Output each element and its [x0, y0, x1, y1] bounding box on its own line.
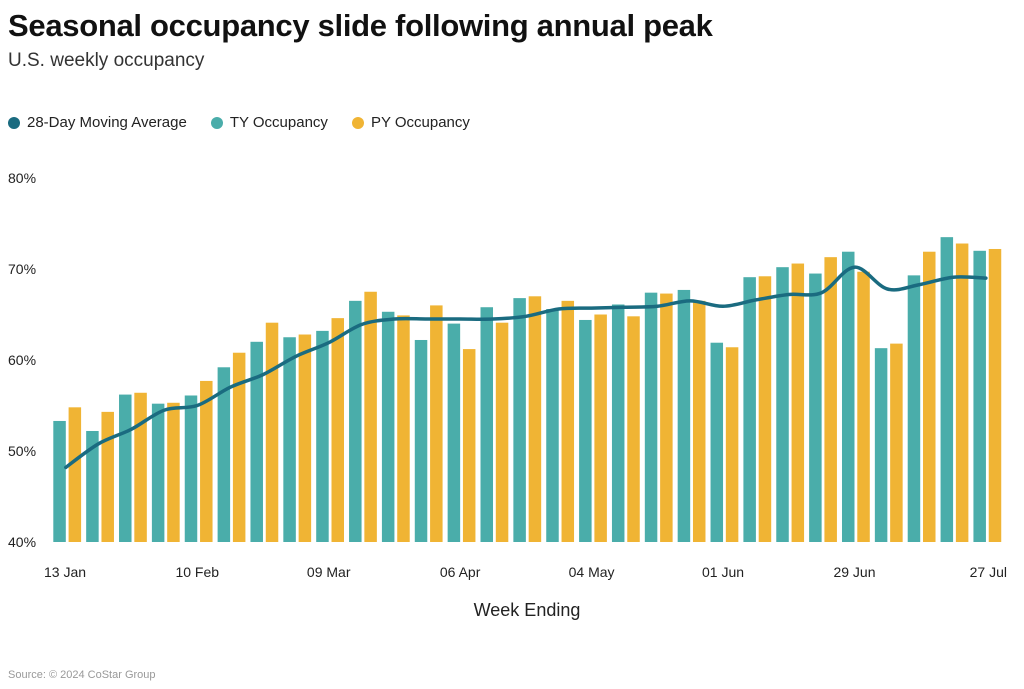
py-occupancy-bar — [758, 276, 772, 542]
ty-occupancy-bar — [611, 304, 625, 542]
py-occupancy-bar — [692, 300, 706, 542]
x-tick-label: 06 Apr — [440, 564, 481, 580]
py-occupancy-bar — [200, 380, 213, 542]
py-occupancy-bar — [167, 402, 180, 542]
py-occupancy-bar — [298, 334, 312, 542]
legend-item-py-occupancy: PY Occupancy — [351, 114, 470, 131]
py-occupancy-bar — [68, 407, 82, 542]
ty-occupancy-bar — [414, 339, 428, 542]
ty-occupancy-bar — [217, 367, 231, 542]
legend-item-ty-occupancy: TY Occupancy — [210, 114, 328, 131]
x-axis: 13 Jan 10 Feb 09 Mar 06 Apr 04 May 01 Jun 29 J… — [44, 564, 1007, 580]
x-tick-label: 29 Jun — [833, 564, 875, 580]
py-occupancy-bar — [988, 248, 1002, 543]
chart-subtitle: U.S. weekly occupancy — [8, 50, 205, 71]
py-occupancy-bar — [134, 392, 147, 542]
moving-average-line — [64, 265, 988, 470]
py-occupancy-bar — [955, 243, 969, 542]
ty-occupancy-bar — [381, 311, 395, 542]
py-occupancy-bar — [923, 251, 936, 542]
bars — [53, 237, 1002, 543]
ty-occupancy-bar — [119, 394, 132, 542]
ty-occupancy-bar — [710, 342, 724, 542]
ty-occupancy-bar — [151, 403, 165, 542]
x-tick-label: 27 Jul — [970, 564, 1007, 580]
chart-legend: 28-Day Moving Average TY Occupancy PY Oc… — [8, 114, 470, 131]
py-occupancy-bar — [430, 305, 443, 542]
py-occupancy-bar — [857, 271, 870, 542]
py-occupancy-bar — [495, 322, 509, 542]
ty-occupancy-bar — [677, 289, 691, 542]
py-occupancy-bar — [265, 322, 279, 542]
ty-occupancy-bar — [841, 251, 855, 542]
ty-occupancy-bar — [513, 298, 526, 542]
py-occupancy-bar — [561, 300, 575, 542]
legend-label-py-occupancy: PY Occupancy — [370, 114, 470, 131]
ty-occupancy-bar — [250, 341, 263, 542]
py-occupancy-bar — [397, 315, 410, 542]
ty-occupancy-bar — [86, 430, 99, 542]
legend-swatch-py-occupancy — [351, 116, 364, 129]
py-occupancy-bar — [331, 318, 344, 542]
py-occupancy-bar — [890, 343, 903, 542]
y-tick-label: 60% — [8, 352, 36, 368]
x-tick-label: 01 Jun — [702, 564, 744, 580]
ty-occupancy-bar — [283, 337, 296, 542]
x-tick-label: 04 May — [569, 564, 615, 580]
ty-occupancy-bar — [907, 275, 921, 542]
py-occupancy-bar — [364, 291, 377, 542]
ty-occupancy-bar — [349, 300, 362, 542]
ty-occupancy-bar — [874, 348, 888, 542]
ty-occupancy-bar — [316, 330, 329, 542]
ty-occupancy-bar — [809, 273, 822, 542]
py-occupancy-bar — [725, 347, 739, 542]
py-occupancy-bar — [660, 293, 673, 542]
ty-occupancy-bar — [940, 237, 954, 542]
py-occupancy-bar — [824, 257, 837, 542]
source-note: Source: © 2024 CoStar Group — [8, 669, 156, 681]
x-axis-title: Week Ending — [474, 600, 581, 620]
x-tick-label: 10 Feb — [175, 564, 219, 580]
ty-occupancy-bar — [546, 309, 559, 542]
legend-swatch-ty-occupancy — [210, 116, 223, 129]
y-tick-label: 40% — [8, 534, 36, 550]
y-tick-label: 50% — [8, 443, 36, 459]
py-occupancy-bar — [791, 263, 805, 542]
legend-item-moving-average: 28-Day Moving Average — [8, 114, 187, 131]
ty-occupancy-bar — [579, 319, 592, 542]
ty-occupancy-bar — [644, 292, 658, 542]
ty-occupancy-bar — [743, 277, 756, 542]
py-occupancy-bar — [528, 296, 542, 542]
y-tick-label: 80% — [8, 170, 36, 186]
legend-label-ty-occupancy: TY Occupancy — [229, 114, 328, 131]
py-occupancy-bar — [101, 411, 114, 542]
legend-swatch-moving-average — [8, 116, 20, 129]
legend-label-moving-average: 28-Day Moving Average — [27, 114, 187, 131]
y-tick-label: 70% — [8, 261, 36, 277]
chart-title: Seasonal occupancy slide following annua… — [8, 8, 713, 43]
ty-occupancy-bar — [184, 395, 198, 542]
ty-occupancy-bar — [447, 323, 461, 542]
x-tick-label: 13 Jan — [44, 564, 86, 580]
x-tick-label: 09 Mar — [307, 564, 351, 580]
ty-occupancy-bar — [480, 307, 494, 542]
ty-occupancy-bar — [973, 250, 986, 543]
py-occupancy-bar — [462, 349, 476, 542]
py-occupancy-bar — [232, 352, 246, 542]
y-axis: 40% 50% 60% 70% 80% — [8, 170, 36, 550]
ty-occupancy-bar — [776, 267, 789, 542]
py-occupancy-bar — [627, 316, 640, 542]
ty-occupancy-bar — [53, 420, 66, 542]
py-occupancy-bar — [594, 314, 607, 542]
